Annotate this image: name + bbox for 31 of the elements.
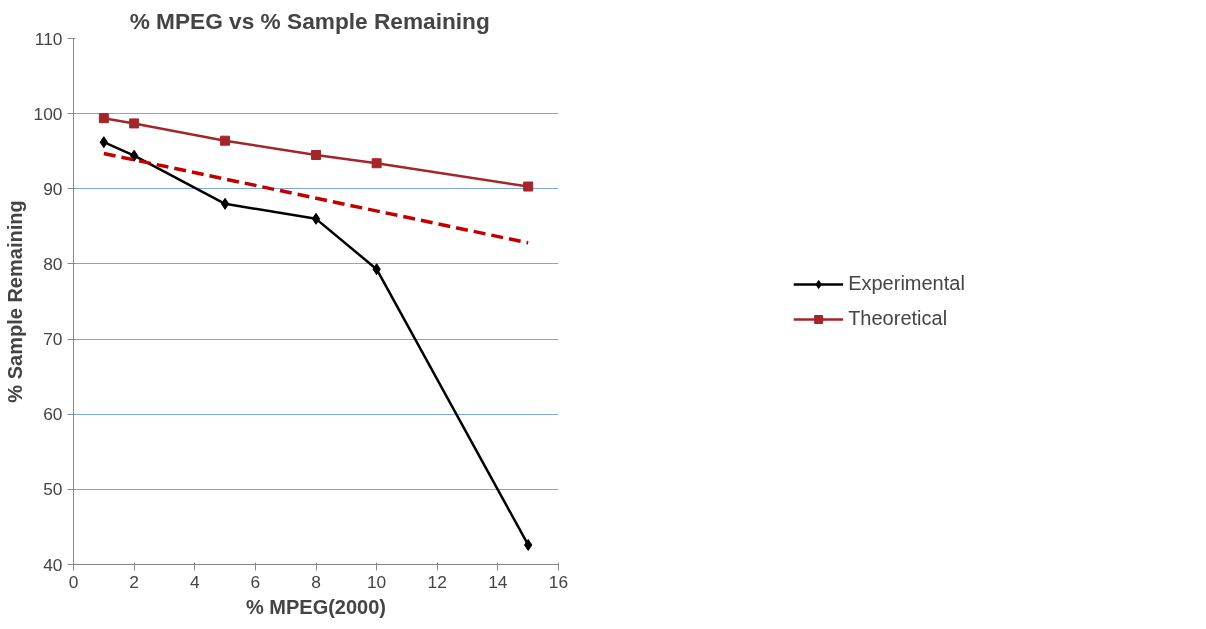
point <box>311 212 321 225</box>
x-tick-label: 6 <box>250 571 261 592</box>
y-tick-label: 110 <box>34 28 63 49</box>
point <box>220 197 230 210</box>
x-tick-label: 16 <box>548 571 569 592</box>
point <box>98 113 109 124</box>
y-tick-label: 100 <box>33 103 63 124</box>
x-tick-label: 0 <box>68 571 79 592</box>
point <box>129 149 139 162</box>
legend-label: Experimental <box>848 272 965 295</box>
point <box>311 149 321 160</box>
point <box>371 158 382 169</box>
x-axis-title: % MPEG(2000) <box>245 595 387 618</box>
y-axis-title: % Sample Remaining <box>3 200 26 403</box>
chart-title: % MPEG vs % Sample Remaining <box>129 7 490 34</box>
point <box>129 118 140 129</box>
x-tick-label: 10 <box>366 571 387 592</box>
x-tick-label: 2 <box>129 571 139 592</box>
x-tick-label: 8 <box>311 571 321 592</box>
x-tick-label: 4 <box>189 571 200 592</box>
y-tick-label: 50 <box>43 479 63 500</box>
point <box>220 135 231 146</box>
y-tick-label: 90 <box>43 178 63 199</box>
y-tick-label: 70 <box>43 329 63 350</box>
x-tick-label: 12 <box>427 571 447 592</box>
point <box>523 181 534 192</box>
y-tick-label: 60 <box>43 404 63 425</box>
x-tick-label: 14 <box>488 571 508 592</box>
y-tick-label: 40 <box>43 554 63 575</box>
legend-label: Theoretical <box>848 307 948 330</box>
y-tick-label: 80 <box>43 253 63 274</box>
